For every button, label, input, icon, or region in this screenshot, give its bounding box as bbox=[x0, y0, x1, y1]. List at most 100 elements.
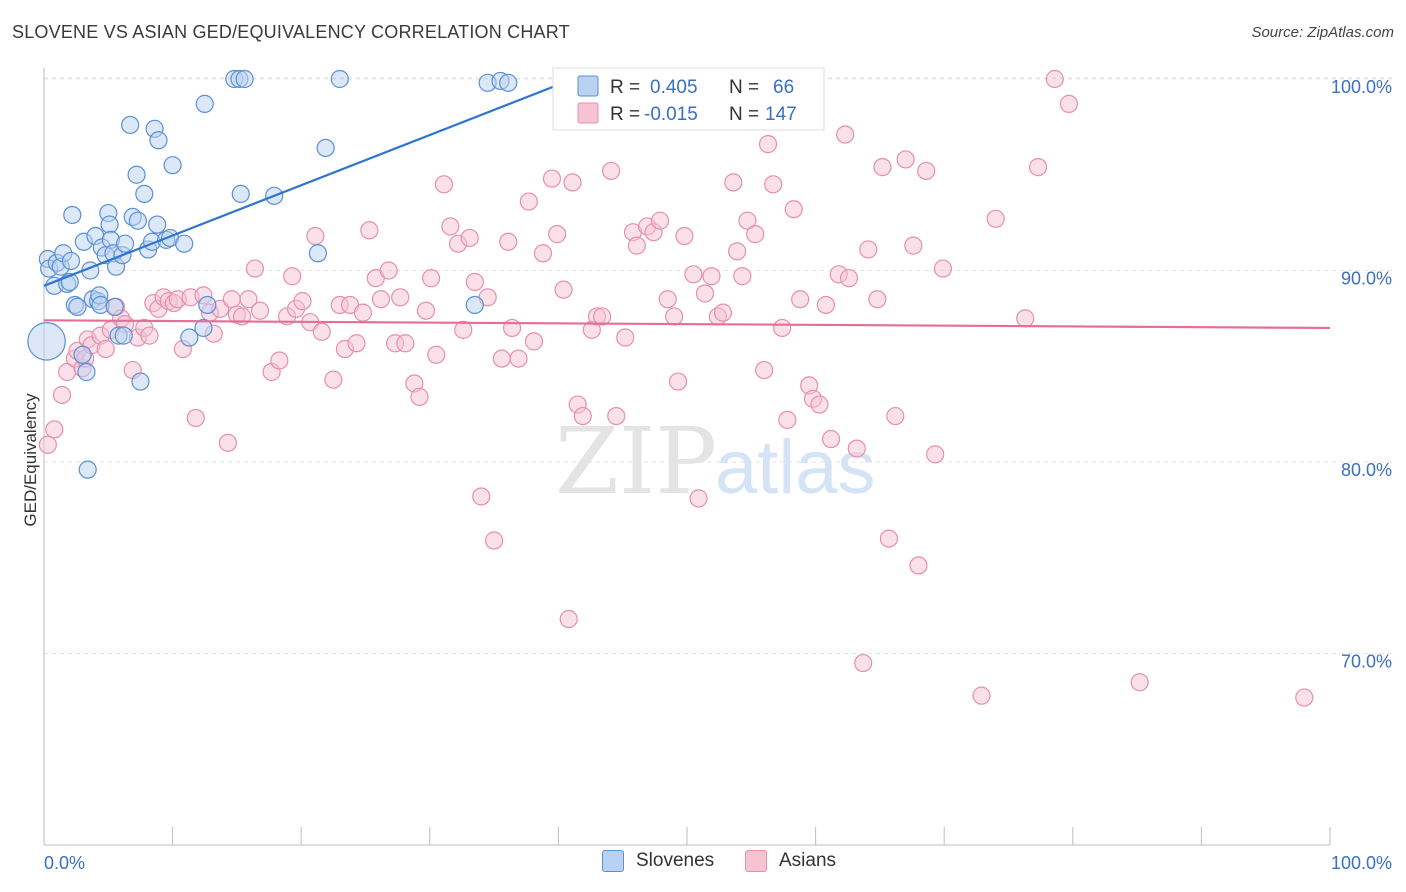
point-asians bbox=[658, 290, 677, 309]
asians-swatch bbox=[745, 850, 767, 872]
point-asians bbox=[222, 290, 241, 309]
point-asians bbox=[675, 226, 694, 246]
point-slovenes bbox=[128, 211, 147, 230]
y-axis-label: GED/Equivalency bbox=[21, 393, 40, 527]
point-asians bbox=[689, 489, 708, 508]
legend-swatch-asians bbox=[577, 102, 599, 124]
point-asians bbox=[904, 236, 923, 255]
point-asians bbox=[909, 556, 928, 575]
point-asians bbox=[616, 328, 635, 347]
point-asians bbox=[593, 307, 612, 326]
point-asians bbox=[917, 161, 936, 181]
point-slovenes bbox=[235, 69, 254, 89]
grid bbox=[44, 77, 1392, 654]
point-asians bbox=[542, 169, 562, 188]
legend-n-label: N = bbox=[729, 104, 759, 125]
point-slovenes bbox=[114, 326, 133, 345]
point-asians bbox=[548, 225, 567, 244]
point-asians bbox=[38, 435, 57, 454]
point-asians bbox=[270, 351, 289, 370]
legend-item-asians[interactable]: Asians bbox=[745, 850, 836, 872]
point-asians bbox=[250, 301, 270, 320]
point-asians bbox=[1059, 94, 1079, 113]
point-asians bbox=[602, 161, 621, 181]
point-slovenes bbox=[175, 234, 194, 253]
point-slovenes bbox=[63, 205, 82, 225]
point-slovenes bbox=[465, 295, 484, 315]
point-slovenes bbox=[121, 115, 140, 135]
point-asians bbox=[559, 609, 578, 629]
trend-lines bbox=[43, 83, 1331, 330]
point-slovenes bbox=[131, 372, 150, 391]
point-asians bbox=[810, 395, 829, 414]
legend-item-slovenes[interactable]: Slovenes bbox=[602, 850, 714, 872]
point-asians bbox=[563, 173, 582, 192]
point-slovenes bbox=[27, 322, 66, 361]
point-asians bbox=[533, 244, 553, 263]
point-asians bbox=[1045, 69, 1064, 89]
point-asians bbox=[791, 290, 810, 309]
point-asians bbox=[879, 529, 899, 548]
point-asians bbox=[1016, 309, 1035, 328]
legend-n-label: N = bbox=[729, 77, 759, 98]
point-asians bbox=[434, 175, 454, 194]
chart-title: SLOVENE VS ASIAN GED/EQUIVALENCY CORRELA… bbox=[12, 22, 570, 42]
point-asians bbox=[52, 385, 72, 405]
point-asians bbox=[1295, 688, 1314, 707]
legend-swatch-slovenes bbox=[577, 75, 599, 97]
point-asians bbox=[324, 370, 343, 389]
point-slovenes bbox=[115, 234, 135, 253]
point-asians bbox=[713, 303, 733, 322]
source-label: Source: ZipAtlas.com bbox=[1251, 24, 1394, 41]
point-asians bbox=[396, 334, 415, 353]
axes bbox=[43, 68, 1331, 846]
point-asians bbox=[371, 290, 391, 309]
point-slovenes bbox=[61, 251, 81, 271]
point-asians bbox=[1028, 157, 1048, 177]
watermark-atlas: atlas bbox=[715, 425, 876, 510]
legend-label-slovenes: Slovenes bbox=[636, 850, 715, 871]
point-slovenes bbox=[163, 156, 182, 175]
legend-r-value: -0.015 bbox=[644, 104, 698, 125]
point-asians bbox=[573, 406, 592, 426]
point-asians bbox=[421, 269, 441, 288]
point-asians bbox=[45, 420, 64, 439]
point-asians bbox=[360, 221, 379, 240]
point-asians bbox=[218, 433, 237, 452]
point-asians bbox=[695, 284, 715, 303]
point-slovenes bbox=[105, 297, 124, 316]
point-asians bbox=[293, 292, 312, 311]
point-asians bbox=[738, 211, 757, 230]
point-asians bbox=[926, 445, 945, 464]
point-asians bbox=[859, 240, 878, 259]
point-asians bbox=[499, 232, 518, 251]
point-asians bbox=[245, 259, 265, 278]
point-asians bbox=[702, 267, 721, 286]
point-asians bbox=[873, 157, 892, 177]
point-asians bbox=[839, 269, 859, 288]
trend-line-slovenes bbox=[43, 83, 559, 287]
legend-n-value: 66 bbox=[773, 77, 794, 98]
point-slovenes bbox=[135, 184, 154, 203]
legend-r-label: R = bbox=[610, 104, 640, 125]
point-asians bbox=[96, 339, 115, 359]
point-asians bbox=[554, 280, 573, 299]
point-asians bbox=[854, 653, 873, 673]
bottom-legend: Slovenes Asians bbox=[0, 850, 1406, 880]
x-tick-label: 0.0% bbox=[44, 853, 85, 873]
point-slovenes bbox=[316, 138, 335, 158]
point-asians bbox=[379, 261, 398, 280]
point-asians bbox=[306, 226, 325, 246]
point-asians bbox=[519, 192, 538, 211]
point-slovenes bbox=[195, 94, 214, 113]
point-asians bbox=[347, 334, 366, 353]
point-asians bbox=[746, 225, 765, 244]
point-asians bbox=[816, 295, 835, 315]
point-slovenes bbox=[194, 318, 213, 338]
point-asians bbox=[186, 408, 205, 428]
point-slovenes bbox=[330, 69, 349, 89]
point-asians bbox=[607, 406, 626, 426]
trend-line-asians bbox=[43, 319, 1331, 330]
point-asians bbox=[416, 301, 436, 320]
point-asians bbox=[728, 242, 747, 261]
